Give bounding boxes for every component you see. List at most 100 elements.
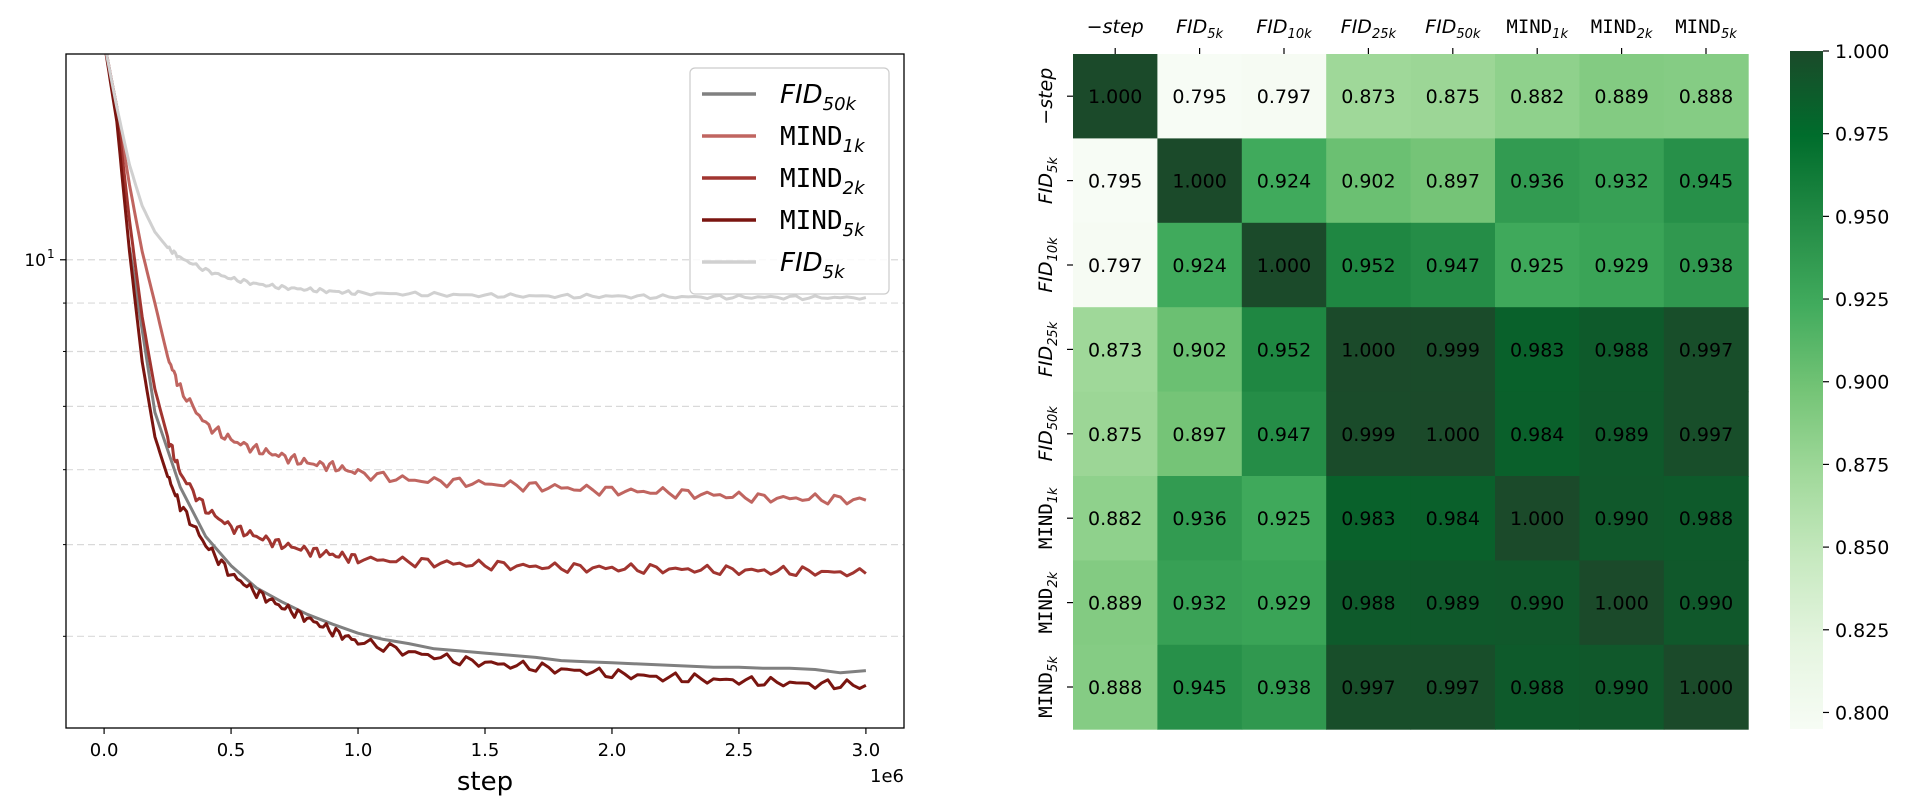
heatmap-value: 0.990 — [1594, 508, 1648, 530]
x-tick-label: 2.0 — [598, 740, 627, 761]
x-tick-label: 1.5 — [471, 740, 500, 761]
col-label-base: FID — [1176, 16, 1207, 38]
col-label: FID5k — [1176, 16, 1223, 42]
heatmap-value: 0.897 — [1426, 171, 1480, 193]
row-label-sub: 5k — [1046, 157, 1061, 173]
row-label: −step — [1035, 68, 1057, 125]
col-label-sub: 2k — [1637, 27, 1653, 42]
heatmap-cell — [1495, 307, 1580, 393]
heatmap-cell — [1579, 307, 1665, 393]
heatmap-cell — [1157, 476, 1243, 561]
heatmap-value: 0.797 — [1088, 255, 1142, 277]
heatmap-value: 0.888 — [1679, 86, 1733, 108]
heatmap-cell — [1157, 138, 1243, 224]
heatmap-cell — [1326, 307, 1412, 393]
heatmap-cell — [1157, 222, 1243, 308]
legend-label-mind5k-base: MIND — [780, 206, 843, 236]
row-label-base: MIND — [1035, 503, 1057, 549]
heatmap-value: 1.000 — [1088, 86, 1142, 108]
heatmap-value: 1.000 — [1594, 593, 1648, 615]
row-label-sub: 25k — [1046, 321, 1061, 346]
heatmap-cell — [1410, 54, 1496, 139]
heatmap-cell — [1326, 54, 1412, 139]
heatmap-value: 1.000 — [1510, 508, 1564, 530]
heatmap-value: 0.795 — [1172, 86, 1226, 108]
heatmap-value: 0.999 — [1341, 424, 1395, 446]
colorbar-tick-label: 0.800 — [1835, 702, 1889, 724]
heatmap-value: 0.945 — [1172, 677, 1226, 699]
row-label-base: −step — [1035, 68, 1057, 125]
heatmap-cell — [1663, 222, 1749, 308]
heatmap-cell — [1073, 391, 1158, 477]
heatmap-value: 0.889 — [1594, 86, 1648, 108]
heatmap-cell — [1410, 138, 1496, 224]
heatmap-cell — [1326, 222, 1412, 308]
heatmap-value: 0.999 — [1426, 339, 1480, 361]
heatmap-cell — [1410, 560, 1496, 646]
heatmap-cell — [1663, 54, 1749, 139]
heatmap-cell — [1326, 391, 1412, 477]
heatmap-cell — [1663, 476, 1749, 561]
row-label-base: FID — [1035, 430, 1057, 461]
heatmap-cell — [1326, 644, 1412, 730]
heatmap-value: 0.997 — [1679, 424, 1733, 446]
colorbar-tick-label: 1.000 — [1835, 41, 1889, 63]
col-label-base: MIND — [1675, 16, 1721, 38]
heatmap-value: 0.990 — [1510, 593, 1564, 615]
heatmap-cell — [1157, 307, 1243, 393]
heatmap-cell — [1495, 644, 1580, 730]
row-label-base: FID — [1035, 173, 1057, 204]
heatmap-value: 0.873 — [1341, 86, 1395, 108]
legend-label-mind5k: MIND5k — [780, 206, 866, 241]
heatmap-cell — [1663, 560, 1749, 646]
row-label-base: FID — [1035, 261, 1057, 292]
heatmap-value: 0.997 — [1679, 339, 1733, 361]
heatmap-value: 0.984 — [1426, 508, 1480, 530]
col-label-sub: 5k — [1721, 27, 1737, 42]
row-label: FID25k — [1035, 321, 1061, 377]
heatmap-value: 0.997 — [1341, 677, 1395, 699]
legend-label-fid50k-sub: 50k — [823, 94, 858, 115]
heatmap-cell — [1410, 644, 1496, 730]
heatmap-cell — [1073, 307, 1158, 393]
series-line-mind1k — [104, 54, 867, 506]
x-axis-label: step — [457, 767, 513, 797]
heatmap-value: 0.902 — [1172, 339, 1226, 361]
series-line-mind5k — [104, 54, 867, 691]
heatmap-cell — [1241, 391, 1327, 477]
heatmap-value: 0.945 — [1679, 171, 1733, 193]
col-label: FID10k — [1256, 16, 1312, 42]
heatmap-value: 0.925 — [1510, 255, 1564, 277]
heatmap-cell — [1241, 560, 1327, 646]
legend-label-fid50k: FID50k — [780, 80, 858, 115]
heatmap-cell — [1241, 644, 1327, 730]
row-label-base: MIND — [1035, 672, 1057, 718]
heatmap-cell — [1579, 644, 1665, 730]
row-label: MIND2k — [1035, 571, 1061, 633]
heatmap-cell — [1241, 307, 1327, 393]
heatmap-value: 0.997 — [1426, 677, 1480, 699]
heatmap-cell — [1495, 476, 1580, 561]
y-tick-exponent: 1 — [47, 247, 55, 261]
heatmap-value: 0.938 — [1257, 677, 1311, 699]
heatmap-cell — [1663, 138, 1749, 224]
heatmap-value: 0.875 — [1088, 424, 1142, 446]
col-label-sub: 1k — [1552, 27, 1568, 42]
heatmap-value: 0.882 — [1088, 508, 1142, 530]
heatmap-value: 0.795 — [1088, 171, 1142, 193]
legend-label-mind2k: MIND2k — [780, 164, 866, 199]
series-line-mind2k — [104, 54, 867, 578]
colorbar — [1790, 51, 1823, 729]
heatmap-cell — [1326, 476, 1412, 561]
heatmap-cell — [1495, 138, 1580, 224]
x-tick-label: 0.5 — [217, 740, 246, 761]
heatmap-value: 0.873 — [1088, 339, 1142, 361]
heatmap-cell — [1579, 138, 1665, 224]
col-label-base: MIND — [1591, 16, 1637, 38]
row-label-sub: 10k — [1046, 237, 1061, 262]
heatmap-cell — [1495, 222, 1580, 308]
colorbar-tick-label: 0.825 — [1835, 620, 1889, 642]
heatmap-cell — [1410, 307, 1496, 393]
colorbar-tick-label: 0.975 — [1835, 124, 1889, 146]
